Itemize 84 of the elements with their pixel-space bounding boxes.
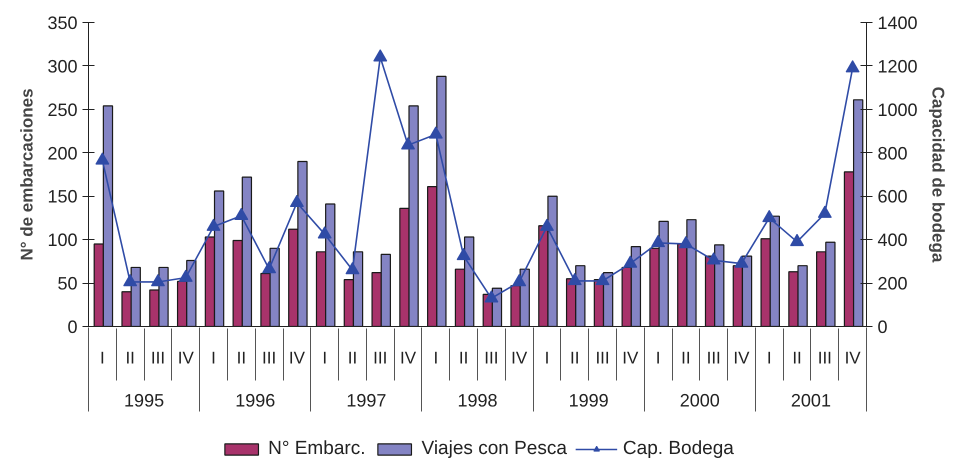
x-tick-label: IV (733, 348, 750, 368)
point (484, 290, 498, 303)
text: 2000 (680, 390, 720, 410)
y-tick-label: 200 (47, 143, 78, 164)
x-tick-label: III (706, 348, 721, 368)
x-tick-label: III (150, 348, 166, 368)
point (345, 262, 360, 274)
x-tick-label: I (544, 348, 550, 368)
x-tick-label: II (125, 348, 135, 368)
point (596, 272, 610, 286)
point (678, 236, 693, 248)
text: 1996 (235, 390, 276, 410)
x-tick-label: III (818, 348, 832, 368)
point (540, 218, 554, 231)
x-tick-label: I (322, 348, 328, 368)
y-axis-title: N° de embarcaciones (17, 88, 36, 261)
point (373, 49, 388, 62)
text: 1998 (457, 390, 498, 410)
y2-tick-label: 1400 (878, 13, 918, 33)
y2-tick-label: 200 (878, 274, 908, 294)
legend-label: Cap. Bodega (622, 438, 734, 460)
y-tick-label: 50 (57, 274, 78, 294)
point (123, 274, 138, 286)
point (651, 234, 666, 248)
point (178, 270, 193, 282)
text: 2001 (790, 390, 831, 410)
point (290, 194, 304, 207)
y-tick-label: 300 (47, 56, 78, 76)
y-tick-label: 150 (47, 186, 78, 207)
point (456, 248, 471, 260)
text: 1995 (124, 390, 164, 410)
point (318, 226, 332, 238)
point (512, 274, 526, 286)
y-tick-label: 350 (47, 13, 78, 33)
x-tick-label: III (595, 348, 610, 368)
point (706, 252, 721, 265)
point (95, 152, 110, 165)
text: 1999 (568, 390, 609, 410)
point (401, 137, 416, 150)
point (206, 218, 221, 231)
y-tick-label: 250 (47, 100, 78, 120)
x-tick-label: IV (622, 348, 640, 368)
x-tick-label: IV (511, 348, 528, 368)
x-tick-label: IV (844, 348, 862, 368)
point (262, 260, 276, 274)
point (568, 272, 582, 286)
point (623, 256, 638, 268)
point (150, 274, 165, 286)
x-tick-label: IV (288, 348, 306, 368)
x-tick-label: I (433, 348, 438, 368)
x-tick-label: II (792, 348, 802, 368)
y-tick-label: 0 (67, 317, 78, 337)
text: 1997 (346, 390, 386, 410)
point (428, 126, 443, 139)
x-tick-label: I (656, 348, 660, 368)
x-tick-label: IV (178, 348, 194, 368)
y2-axis-title: Capacidad de bodega (928, 86, 948, 263)
y-tick-label: 100 (47, 230, 78, 250)
point (818, 206, 832, 218)
point (846, 60, 860, 72)
y2-tick-label: 1000 (878, 100, 918, 120)
x-tick-label: IV (400, 348, 417, 368)
y2-tick-label: 800 (878, 143, 908, 164)
x-tick-label: III (373, 348, 388, 368)
legend-label: N° Embarc. (268, 438, 366, 460)
y2-tick-label: 600 (878, 186, 908, 207)
x-tick-label: I (100, 348, 105, 368)
x-tick-label: II (458, 348, 468, 368)
x-tick-label: III (484, 348, 498, 368)
x-tick-label: II (681, 348, 691, 368)
point (734, 256, 748, 268)
y2-tick-label: 400 (878, 230, 908, 250)
x-tick-label: II (570, 348, 580, 368)
point (234, 208, 248, 220)
x-tick-label: III (262, 348, 276, 368)
y2-tick-label: 1200 (878, 56, 918, 76)
point (790, 234, 804, 246)
point (762, 210, 776, 222)
x-tick-label: I (766, 348, 772, 368)
y2-tick-label: 0 (878, 317, 888, 337)
x-tick-label: II (236, 348, 246, 368)
x-tick-label: I (211, 348, 216, 368)
legend-label: Viajes con Pesca (422, 438, 567, 460)
x-tick-label: II (348, 348, 358, 368)
